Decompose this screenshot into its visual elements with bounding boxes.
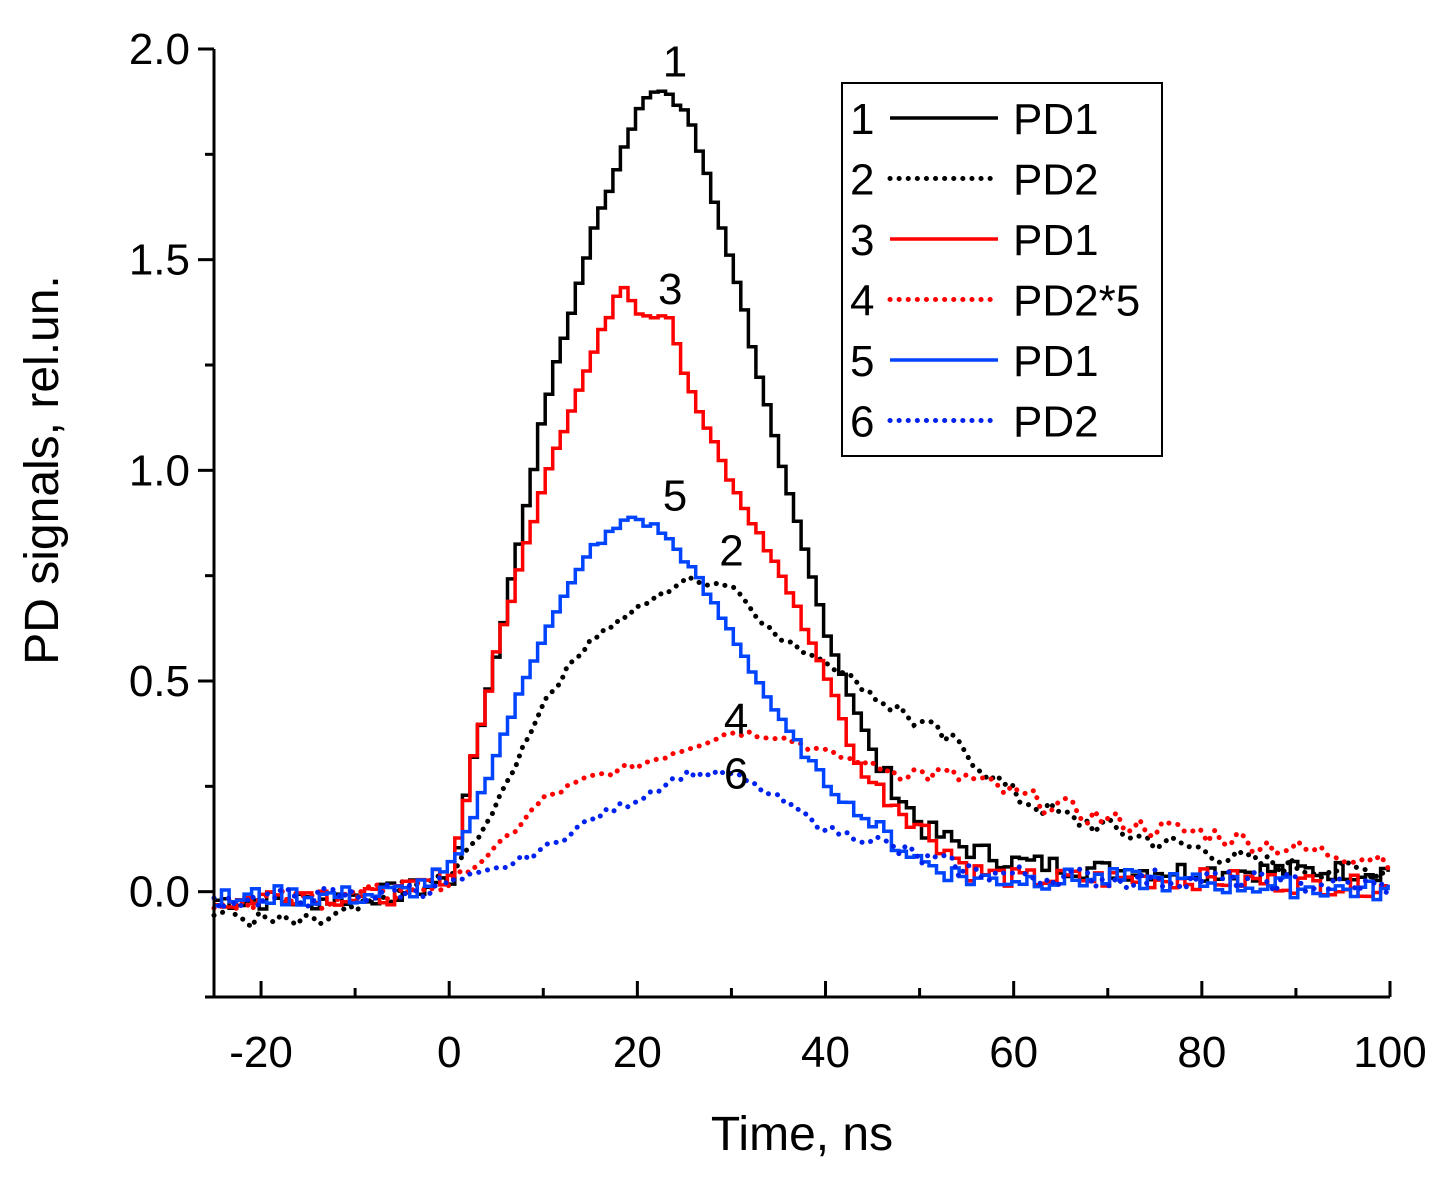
x-tick-label: 80	[1177, 1028, 1226, 1077]
legend-label: PD1	[1013, 216, 1099, 265]
x-tick-label: 60	[989, 1028, 1038, 1077]
legend-number: 3	[850, 216, 874, 265]
y-tick-label: 2.0	[129, 25, 190, 74]
y-tick-label: 1.0	[129, 446, 190, 495]
x-tick-label: 20	[613, 1028, 662, 1077]
legend-number: 6	[850, 398, 874, 447]
legend-number: 5	[850, 337, 874, 386]
legend-label: PD1	[1013, 95, 1099, 144]
y-tick-label: 0.5	[129, 657, 190, 706]
legend: 1 PD1 2 PD2 3 PD1 4 PD2*5 5 PD1 6 PD2	[841, 82, 1163, 457]
legend-label: PD2*5	[1013, 277, 1140, 326]
legend-label: PD1	[1013, 337, 1099, 386]
curve-label-3: 3	[658, 265, 682, 314]
series-line-6	[211, 766, 1391, 915]
legend-label: PD2	[1013, 398, 1099, 447]
x-axis-label: Time, ns	[711, 1108, 893, 1161]
legend-number: 2	[850, 156, 874, 205]
series-line-1	[214, 89, 1390, 911]
curve-label-6: 6	[724, 750, 748, 799]
curve-label-4: 4	[724, 695, 748, 744]
legend-label: PD2	[1013, 156, 1099, 205]
x-tick-label: 40	[801, 1028, 850, 1077]
y-axis-label: PD signals, rel.un.	[16, 275, 69, 665]
legend-number: 1	[850, 95, 874, 144]
x-tick-label: 100	[1353, 1028, 1426, 1077]
x-tick-label: 0	[437, 1028, 461, 1077]
curve-label-5: 5	[663, 472, 687, 521]
legend-box	[841, 82, 1163, 457]
series-line-3	[214, 285, 1390, 909]
x-tick-label: -20	[229, 1028, 293, 1077]
y-tick-label: 0.0	[129, 868, 190, 917]
y-tick-label: 1.5	[129, 236, 190, 285]
legend-number: 4	[850, 277, 874, 326]
curve-label-1: 1	[663, 38, 687, 87]
curve-label-2: 2	[719, 526, 743, 575]
series-line-5	[214, 515, 1390, 908]
axes: -20 0 20 40 60 80 100 0.0 0.5 1.0 1.5 2.0	[129, 25, 1427, 1077]
